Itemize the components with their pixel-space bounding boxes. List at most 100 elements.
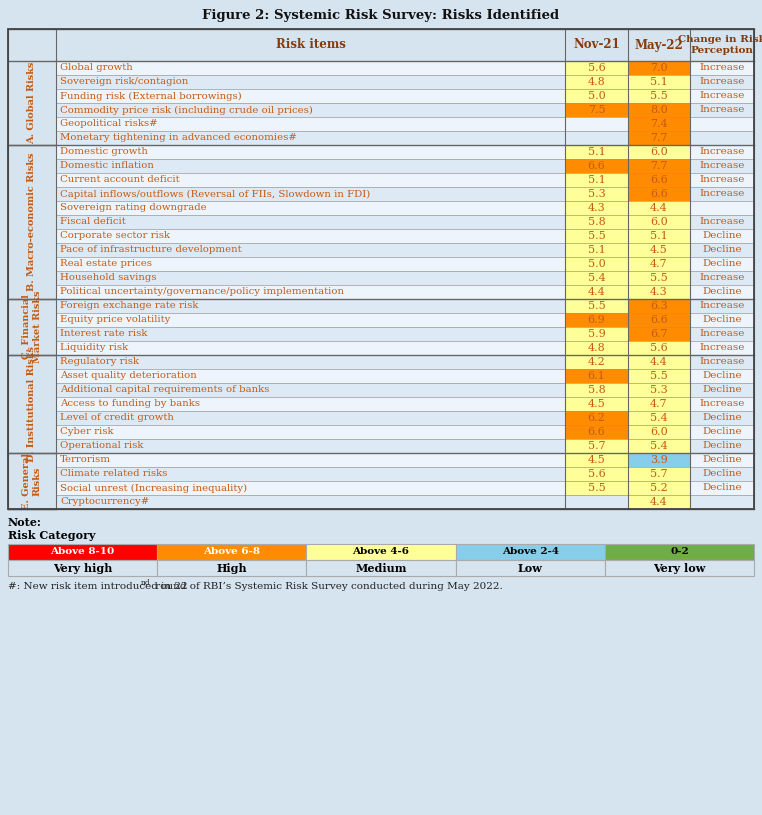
Text: Decline: Decline: [703, 428, 742, 437]
Bar: [565, 341, 628, 355]
Text: nd: nd: [141, 579, 151, 587]
Text: Monetary tightening in advanced economies#: Monetary tightening in advanced economie…: [60, 134, 297, 143]
Bar: [628, 145, 690, 159]
Bar: [690, 257, 754, 271]
Text: 6.3: 6.3: [650, 301, 668, 311]
Bar: [628, 61, 690, 75]
Text: Increase: Increase: [700, 343, 744, 353]
Text: Global growth: Global growth: [60, 64, 133, 73]
Text: Decline: Decline: [703, 385, 742, 394]
Bar: [690, 355, 754, 369]
Text: 4.3: 4.3: [650, 287, 668, 297]
Text: 5.8: 5.8: [588, 217, 605, 227]
Bar: [628, 383, 690, 397]
Text: Regulatory risk: Regulatory risk: [60, 358, 139, 367]
Text: D. Institutional Risks: D. Institutional Risks: [27, 346, 37, 462]
Bar: [565, 411, 628, 425]
Text: Decline: Decline: [703, 231, 742, 240]
Text: 5.7: 5.7: [650, 469, 668, 479]
Text: 4.4: 4.4: [650, 497, 668, 507]
Text: Above 2-4: Above 2-4: [501, 548, 559, 557]
Text: 5.1: 5.1: [588, 147, 605, 157]
Text: Figure 2: Systemic Risk Survey: Risks Identified: Figure 2: Systemic Risk Survey: Risks Id…: [203, 8, 559, 21]
Bar: [605, 560, 754, 576]
Bar: [690, 397, 754, 411]
Bar: [628, 159, 690, 173]
Bar: [690, 327, 754, 341]
Text: Decline: Decline: [703, 442, 742, 451]
Bar: [565, 271, 628, 285]
Text: Above 4-6: Above 4-6: [353, 548, 409, 557]
Text: 5.6: 5.6: [650, 343, 668, 353]
Text: #: New risk item introduced in 22: #: New risk item introduced in 22: [8, 582, 187, 591]
Text: 5.5: 5.5: [650, 273, 668, 283]
Bar: [565, 299, 628, 313]
Text: 6.0: 6.0: [650, 147, 668, 157]
Bar: [690, 453, 754, 467]
Text: 5.0: 5.0: [588, 259, 605, 269]
Text: Pace of infrastructure development: Pace of infrastructure development: [60, 245, 242, 254]
Text: Decline: Decline: [703, 288, 742, 297]
Text: Note:: Note:: [8, 517, 42, 528]
Bar: [628, 285, 690, 299]
Bar: [565, 159, 628, 173]
Text: 0-2: 0-2: [670, 548, 689, 557]
Bar: [690, 131, 754, 145]
Bar: [565, 313, 628, 327]
Bar: [628, 439, 690, 453]
Text: 5.5: 5.5: [588, 231, 605, 241]
Text: Commodity price risk (including crude oil prices): Commodity price risk (including crude oi…: [60, 105, 313, 115]
Text: Political uncertainty/governance/policy implementation: Political uncertainty/governance/policy …: [60, 288, 344, 297]
Bar: [628, 425, 690, 439]
Bar: [628, 271, 690, 285]
Text: Additional capital requirements of banks: Additional capital requirements of banks: [60, 385, 270, 394]
Text: 5.5: 5.5: [650, 371, 668, 381]
Bar: [8, 61, 56, 145]
Text: Foreign exchange rate risk: Foreign exchange rate risk: [60, 302, 198, 311]
Bar: [690, 215, 754, 229]
Bar: [690, 187, 754, 201]
Text: 5.6: 5.6: [588, 63, 605, 73]
Bar: [628, 75, 690, 89]
Text: 4.4: 4.4: [650, 357, 668, 367]
Bar: [56, 411, 565, 425]
Text: 5.5: 5.5: [650, 91, 668, 101]
Bar: [628, 257, 690, 271]
Bar: [628, 89, 690, 103]
Bar: [628, 495, 690, 509]
Text: 7.4: 7.4: [650, 119, 668, 129]
Bar: [56, 61, 565, 75]
Text: 6.9: 6.9: [588, 315, 605, 325]
Text: Liquidity risk: Liquidity risk: [60, 343, 128, 353]
Bar: [56, 187, 565, 201]
Text: 5.3: 5.3: [588, 189, 605, 199]
Text: Funding risk (External borrowings): Funding risk (External borrowings): [60, 91, 242, 100]
Bar: [565, 103, 628, 117]
Bar: [56, 201, 565, 215]
Text: Cryptocurrency#: Cryptocurrency#: [60, 497, 149, 506]
Text: Increase: Increase: [700, 218, 744, 227]
Text: Increase: Increase: [700, 148, 744, 156]
Text: E. General
Risks: E. General Risks: [22, 452, 42, 509]
Text: Social unrest (Increasing inequality): Social unrest (Increasing inequality): [60, 483, 247, 492]
Bar: [56, 243, 565, 257]
Text: 7.5: 7.5: [588, 105, 605, 115]
Bar: [628, 117, 690, 131]
Text: Capital inflows/outflows (Reversal of FIIs, Slowdown in FDI): Capital inflows/outflows (Reversal of FI…: [60, 189, 370, 199]
Bar: [565, 467, 628, 481]
Bar: [157, 560, 306, 576]
Bar: [628, 103, 690, 117]
Text: 5.4: 5.4: [588, 273, 605, 283]
Text: 5.1: 5.1: [650, 77, 668, 87]
Bar: [56, 467, 565, 481]
Bar: [565, 89, 628, 103]
Bar: [565, 369, 628, 383]
Bar: [56, 89, 565, 103]
Text: Low: Low: [517, 562, 543, 574]
Bar: [628, 201, 690, 215]
Text: Decline: Decline: [703, 259, 742, 268]
Text: Decline: Decline: [703, 315, 742, 324]
Text: Household savings: Household savings: [60, 274, 156, 283]
Bar: [565, 453, 628, 467]
Text: Real estate prices: Real estate prices: [60, 259, 152, 268]
